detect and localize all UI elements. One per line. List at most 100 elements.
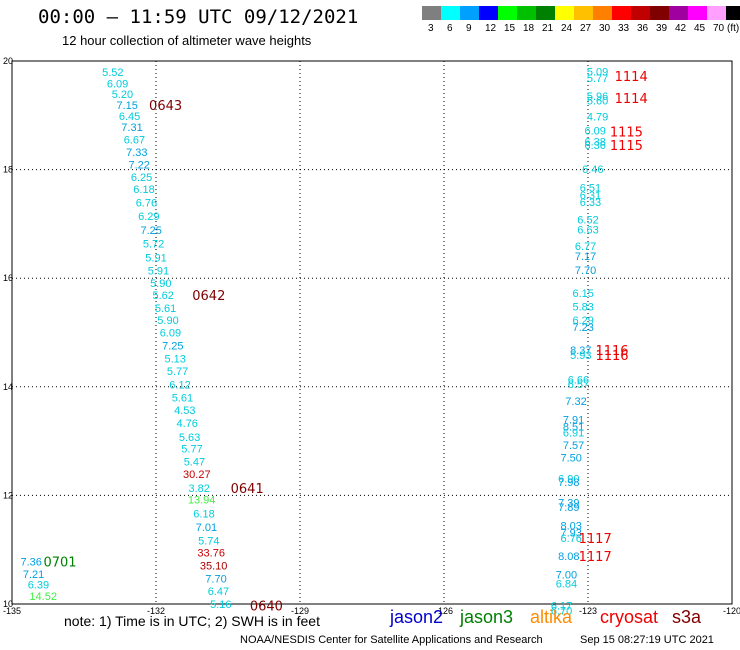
wave-height-value: 6.76 <box>136 198 157 210</box>
wave-height-value: 7.91 <box>563 414 584 426</box>
scale-swatch <box>650 6 669 20</box>
wave-height-value: 6.18 <box>193 508 214 520</box>
wave-height-value: 6.29 <box>572 315 593 327</box>
wave-height-value: 7.33 <box>126 147 147 159</box>
wave-height-value: 7.23 <box>572 322 593 334</box>
wave-height-value: 6.33 <box>580 197 601 209</box>
wave-height-value: 6.84 <box>556 578 577 590</box>
y-tick-label: 16 <box>3 273 13 283</box>
wave-height-value: 7.70 <box>205 573 226 585</box>
wave-height-value: 6.18 <box>133 184 154 196</box>
wave-height-value: 7.98 <box>558 477 579 489</box>
wave-height-value: 7.70 <box>575 265 596 277</box>
wave-height-value: 6.29 <box>138 211 159 223</box>
scale-swatch <box>498 6 517 20</box>
pass-time-label: 0642 <box>192 289 225 304</box>
scale-label: 36 <box>637 23 649 34</box>
y-tick-label: 12 <box>3 490 13 500</box>
footer-credit: NOAA/NESDIS Center for Satellite Applica… <box>240 634 543 646</box>
wave-height-value: 6.36 <box>584 140 605 152</box>
wave-height-value: 30.27 <box>183 469 211 481</box>
y-tick-label: 14 <box>3 382 13 392</box>
wave-height-value: 4.53 <box>174 405 195 417</box>
scale-label: 18 <box>523 23 535 34</box>
wave-height-value: 5.09 <box>587 66 608 78</box>
y-tick-label: 10 <box>3 599 13 609</box>
wave-height-value: 5.63 <box>179 432 200 444</box>
x-tick-label: -123 <box>579 606 597 616</box>
legend-item-altika: altika <box>530 607 573 627</box>
wave-height-value: 6.90 <box>558 474 579 486</box>
wave-height-value: 7.50 <box>560 452 581 464</box>
wave-height-value: 35.10 <box>200 560 228 572</box>
wave-height-value: 6.51 <box>580 183 601 195</box>
wave-height-value: 6.47 <box>208 586 229 598</box>
scale-swatch <box>688 6 707 20</box>
wave-height-value: 6.09 <box>584 126 605 138</box>
legend-item-jason3: jason3 <box>460 607 514 627</box>
wave-height-value: 6.46 <box>582 164 603 176</box>
wave-height-value: 5.91 <box>145 253 166 265</box>
wave-height-value: 14.52 <box>29 591 57 603</box>
scale-label: 45 <box>694 23 706 34</box>
wave-height-value: 7.57 <box>563 440 584 452</box>
wave-height-value: 7.15 <box>116 100 137 112</box>
wave-height-value: 5.47 <box>184 457 205 469</box>
chart-title: 00:00 – 11:59 UTC 09/12/2021 <box>38 6 359 28</box>
wave-height-value: 5.96 <box>587 91 608 103</box>
pass-time-label: 0643 <box>149 99 182 114</box>
wave-height-value: 5.77 <box>587 73 608 85</box>
scale-swatch <box>631 6 650 20</box>
wave-height-value: 6.57 <box>568 379 589 391</box>
x-tick-label: -129 <box>291 606 309 616</box>
wave-height-value: 5.90 <box>150 278 171 290</box>
wave-height-value: 6.63 <box>577 224 598 236</box>
wave-height-value: 6.70 <box>551 606 572 618</box>
wave-height-value: 5.20 <box>112 89 133 101</box>
wave-height-value: 7.31 <box>121 122 142 134</box>
scale-swatch <box>555 6 574 20</box>
y-tick-label: 18 <box>3 165 13 175</box>
wave-height-value: 8.08 <box>558 551 579 563</box>
wave-height-value: 6.67 <box>124 135 145 147</box>
scale-swatch <box>593 6 612 20</box>
wave-height-value: 5.74 <box>198 535 219 547</box>
wave-height-value: 5.16 <box>210 599 231 611</box>
pass-time-label: 1115 <box>610 139 643 154</box>
wave-height-value: 6.91 <box>563 427 584 439</box>
wave-height-value: 7.00 <box>556 570 577 582</box>
scale-label: 27 <box>580 23 592 34</box>
wave-height-value: 6.77 <box>575 241 596 253</box>
wave-height-value: 6.76 <box>560 533 581 545</box>
legend-item-cryosat: cryosat <box>600 607 659 627</box>
pass-time-label: 0641 <box>231 482 264 497</box>
pass-time-label: 1114 <box>615 92 648 107</box>
wave-height-value: 5.77 <box>181 444 202 456</box>
scale-label: 39 <box>656 23 668 34</box>
scale-label: 3 <box>428 23 434 34</box>
wave-height-value: 7.25 <box>162 341 183 353</box>
wave-height-value: 6.25 <box>131 172 152 184</box>
pass-time-label: 1117 <box>579 550 612 565</box>
wave-height-value: 7.25 <box>140 225 161 237</box>
scale-label: 33 <box>618 23 630 34</box>
pass-time-label: 0701 <box>43 556 76 571</box>
wave-height-value: 8.37 <box>570 345 591 357</box>
scale-swatch <box>441 6 460 20</box>
wave-height-value: 5.52 <box>102 67 123 79</box>
legend-item-s3a: s3a <box>672 607 702 627</box>
wave-height-value: 7.93 <box>560 527 581 539</box>
wave-height-value: 6.39 <box>28 579 49 591</box>
x-tick-label: -120 <box>723 606 740 616</box>
scale-label: 21 <box>542 23 554 34</box>
wave-height-value: 8.51 <box>563 421 584 433</box>
wave-height-value: 5.93 <box>570 350 591 362</box>
pass-time-label: 1117 <box>579 532 612 547</box>
scale-swatch <box>612 6 631 20</box>
scale-swatch <box>707 6 726 20</box>
wave-height-value: 4.76 <box>176 418 197 430</box>
scale-swatch <box>574 6 593 20</box>
pass-time-label: 1116 <box>595 344 628 359</box>
scale-swatch <box>726 6 740 20</box>
